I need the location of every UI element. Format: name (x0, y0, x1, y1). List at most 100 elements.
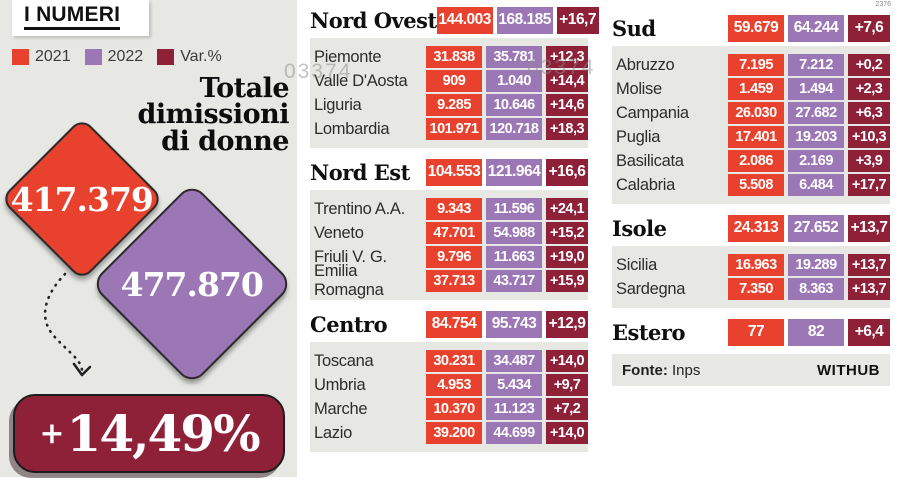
table-row: Valle D'Aosta 909 1.040 +14,4 (314, 69, 588, 93)
legend-swatch-2022-icon (84, 49, 102, 65)
value-cells: 17.401 19.203 +10,3 (728, 126, 890, 148)
source-value: Inps (672, 361, 701, 379)
value-cell-2022: 1.040 (486, 70, 542, 92)
value-cell-2022: 121.964 (486, 158, 542, 186)
value-cells: 7.350 8.363 +13,7 (728, 278, 890, 300)
value-cell-2021: 16.963 (728, 254, 784, 276)
total-title-line: di donne (161, 125, 289, 157)
source-label: Fonte: (622, 361, 668, 379)
legend-label: 2022 (107, 48, 144, 65)
value-cell-var: +13,7 (848, 278, 890, 300)
value-cell-var: +24,1 (546, 198, 588, 220)
table-row: Calabria 5.508 6.484 +17,7 (616, 173, 890, 197)
section-title: Sud (612, 15, 656, 41)
table-row: Trentino A.A. 9.343 11.596 +24,1 (314, 197, 588, 221)
region-name: Abruzzo (616, 55, 675, 74)
value-cell-var: +3,9 (848, 150, 890, 172)
badge-plus-sign: + (39, 416, 65, 451)
source-text: Fonte: Inps (622, 362, 700, 379)
region-block-sud: Abruzzo 7.195 7.212 +0,2 Molise 1.459 1.494 +2,… (612, 46, 890, 204)
region-name: Calabria (616, 175, 676, 194)
value-cell-var: +7,6 (848, 14, 890, 42)
value-cell-var: +14,0 (546, 350, 588, 372)
value-cell-2022: 44.699 (486, 422, 542, 444)
value-cells: 2.086 2.169 +3,9 (728, 150, 890, 172)
value-cell-2021: 7.350 (728, 278, 784, 300)
value-cell-2021: 47.701 (426, 222, 482, 244)
table-row: Lazio 39.200 44.699 +14,0 (314, 421, 588, 445)
region-name: Toscana (314, 351, 374, 370)
total-title-line: dimissioni (137, 99, 289, 131)
corner-id-text: 2376 (875, 1, 891, 8)
value-cell-2021: 10.370 (426, 398, 482, 420)
section-title: Estero (612, 319, 685, 345)
value-cells: 909 1.040 +14,4 (426, 70, 588, 92)
value-cells: 104.553 121.964 +16,6 (426, 158, 588, 186)
region-block-isole: Sicilia 16.963 19.289 +13,7 Sardegna 7.350 8.3… (612, 246, 890, 308)
region-name: Marche (314, 399, 368, 418)
value-cell-2022: 64.244 (788, 14, 844, 42)
value-cell-2021: 26.030 (728, 102, 784, 124)
value-cell-2021: 9.343 (426, 198, 482, 220)
value-cells: 9.796 11.663 +19,0 (426, 246, 588, 268)
table-row: Friuli V. G. 9.796 11.663 +19,0 (314, 245, 588, 269)
value-cell-var: +6,4 (848, 318, 890, 346)
value-cell-2021: 59.679 (728, 14, 784, 42)
table-row: Piemonte 31.838 35.781 +12,3 (314, 45, 588, 69)
value-cells: 77 82 +6,4 (728, 318, 890, 346)
value-cell-2022: 34.487 (486, 350, 542, 372)
value-cell-2022: 5.434 (486, 374, 542, 396)
value-cells: 24.313 27.652 +13,7 (728, 214, 890, 242)
value-cell-2021: 104.553 (426, 158, 482, 186)
region-name: Puglia (616, 127, 661, 146)
value-cell-2021: 4.953 (426, 374, 482, 396)
value-cell-var: +14,0 (546, 422, 588, 444)
value-cell-2021: 101.971 (426, 118, 482, 140)
table-row: Liguria 9.285 10.646 +14,6 (314, 93, 588, 117)
value-cell-2022: 11.596 (486, 198, 542, 220)
value-cell-2022: 2.169 (788, 150, 844, 172)
value-cells: 31.838 35.781 +12,3 (426, 46, 588, 68)
value-cell-var: +9,7 (546, 374, 588, 396)
value-cell-2022: 11.663 (486, 246, 542, 268)
section-title: Centro (310, 311, 388, 337)
value-cell-2022: 7.212 (788, 54, 844, 76)
value-cells: 16.963 19.289 +13,7 (728, 254, 890, 276)
value-cells: 5.508 6.484 +17,7 (728, 174, 890, 196)
value-cell-2021: 84.754 (426, 310, 482, 338)
value-cell-var: +10,3 (848, 126, 890, 148)
region-block-centro: Toscana 30.231 34.487 +14,0 Umbria 4.953 5.434… (310, 342, 588, 452)
value-cells: 59.679 64.244 +7,6 (728, 14, 890, 42)
value-cells: 7.195 7.212 +0,2 (728, 54, 890, 76)
value-cell-var: +15,9 (546, 270, 588, 292)
table-row: Molise 1.459 1.494 +2,3 (616, 77, 890, 101)
value-cell-2021: 31.838 (426, 46, 482, 68)
value-cell-var: +12,3 (546, 46, 588, 68)
region-name: Campania (616, 103, 689, 122)
region-name: Friuli V. G. (314, 247, 387, 266)
value-cell-2021: 7.195 (728, 54, 784, 76)
value-cell-2022: 120.718 (486, 118, 542, 140)
value-cell-2021: 144.003 (436, 6, 493, 34)
value-cell-2022: 27.652 (788, 214, 844, 242)
total-title-line: Totale (199, 73, 290, 104)
region-name: Molise (616, 79, 662, 98)
section-title: Nord Est (310, 159, 410, 185)
total-title: Totale dimissioni di donne (137, 73, 290, 157)
region-name: Basilicata (616, 151, 684, 170)
value-cell-2022: 6.484 (788, 174, 844, 196)
value-cell-2022: 1.494 (788, 78, 844, 100)
value-cell-var: +16,6 (546, 158, 588, 186)
value-cell-2022: 11.123 (486, 398, 542, 420)
table-row: Sicilia 16.963 19.289 +13,7 (616, 253, 890, 277)
region-name: Piemonte (314, 47, 382, 66)
value-cell-2021: 37.713 (426, 270, 482, 292)
value-cell-2021: 30.231 (426, 350, 482, 372)
table-row: Veneto 47.701 54.988 +15,2 (314, 221, 588, 245)
table-column-north-centre: Nord Ovest 144.003 168.185 +16,7 Piemonte 31.… (310, 0, 599, 462)
value-cells: 47.701 54.988 +15,2 (426, 222, 588, 244)
legend-label: Var.% (180, 48, 222, 65)
value-cells: 39.200 44.699 +14,0 (426, 422, 588, 444)
legend-label: 2021 (35, 48, 71, 65)
